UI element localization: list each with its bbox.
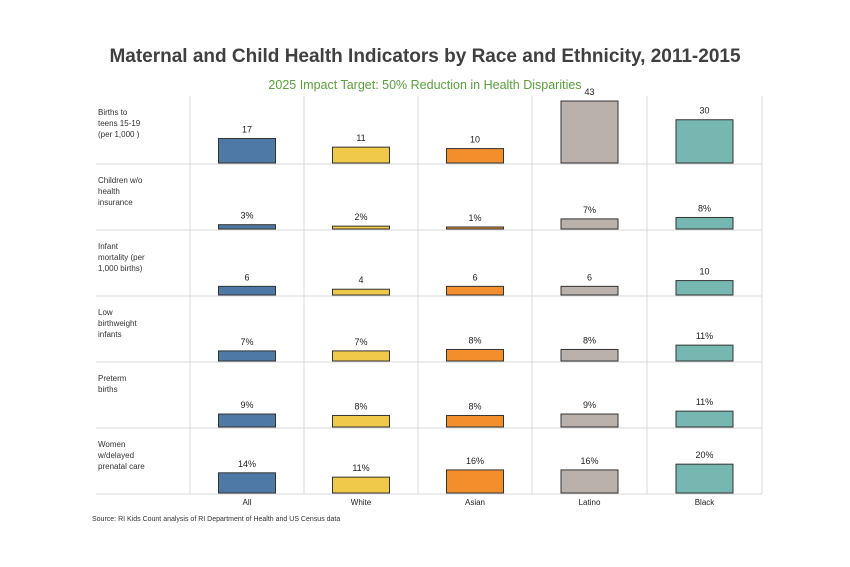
data-label-asian-row-4: 8% bbox=[468, 335, 481, 345]
data-label-asian-row-3: 6 bbox=[472, 272, 477, 282]
data-label-black-row-6: 20% bbox=[695, 450, 713, 460]
bar-asian-row-1 bbox=[446, 148, 504, 164]
bar-black-row-5 bbox=[675, 410, 734, 428]
row-label-2: Children w/o bbox=[98, 176, 143, 185]
bar-asian-row-2 bbox=[446, 226, 504, 230]
data-label-latino-row-1: 43 bbox=[584, 87, 594, 97]
row-label-3: mortality (per bbox=[98, 253, 145, 262]
data-label-latino-row-2: 7% bbox=[583, 205, 596, 215]
data-label-white-row-2: 2% bbox=[354, 212, 367, 222]
bar-latino-row-3 bbox=[560, 285, 619, 296]
bar-black-row-1 bbox=[675, 119, 734, 164]
data-label-white-row-6: 11% bbox=[352, 463, 369, 473]
bar-black-row-2 bbox=[675, 216, 734, 230]
bar-latino-row-5 bbox=[560, 413, 619, 428]
data-label-black-row-4: 11% bbox=[696, 331, 713, 341]
chart-title: Maternal and Child Health Indicators by … bbox=[109, 46, 741, 67]
bar-latino-row-6 bbox=[560, 469, 619, 494]
data-label-all-row-6: 14% bbox=[238, 459, 256, 469]
row-label-5: Preterm bbox=[98, 374, 127, 383]
category-label-white: White bbox=[351, 498, 372, 507]
data-label-white-row-4: 7% bbox=[354, 337, 367, 347]
row-label-3: 1,000 births) bbox=[98, 264, 143, 273]
data-label-all-row-5: 9% bbox=[240, 400, 253, 410]
bar-black-row-6 bbox=[675, 463, 734, 494]
row-label-1: teens 15-19 bbox=[98, 119, 141, 128]
bar-white-row-6 bbox=[332, 476, 390, 494]
bar-white-row-2 bbox=[332, 225, 390, 230]
bar-all-row-2 bbox=[218, 224, 276, 230]
row-label-4: birthweight bbox=[98, 319, 137, 328]
bar-all-row-4 bbox=[218, 350, 276, 362]
data-label-black-row-1: 30 bbox=[699, 106, 709, 116]
bar-all-row-1 bbox=[218, 137, 276, 164]
bar-black-row-3 bbox=[675, 280, 734, 296]
bar-all-row-5 bbox=[218, 413, 276, 428]
bar-latino-row-4 bbox=[560, 348, 619, 362]
bar-latino-row-1 bbox=[560, 100, 619, 164]
data-label-latino-row-6: 16% bbox=[580, 456, 598, 466]
data-label-black-row-3: 10 bbox=[699, 267, 709, 277]
category-label-asian: Asian bbox=[465, 498, 485, 507]
data-label-asian-row-2: 1% bbox=[468, 213, 481, 223]
row-label-4: infants bbox=[98, 330, 122, 339]
data-label-all-row-3: 6 bbox=[244, 272, 249, 282]
bar-all-row-6 bbox=[218, 472, 276, 494]
row-label-2: insurance bbox=[98, 198, 133, 207]
data-label-all-row-4: 7% bbox=[240, 337, 253, 347]
data-label-white-row-1: 11 bbox=[356, 133, 365, 143]
row-label-4: Low bbox=[98, 308, 113, 317]
bar-white-row-1 bbox=[332, 146, 390, 164]
data-label-latino-row-5: 9% bbox=[583, 400, 596, 410]
data-label-asian-row-6: 16% bbox=[466, 456, 484, 466]
bar-black-row-4 bbox=[675, 344, 734, 362]
category-label-latino: Latino bbox=[579, 498, 601, 507]
row-label-1: (per 1,000 ) bbox=[98, 130, 140, 139]
chart-subtitle: 2025 Impact Target: 50% Reduction in Hea… bbox=[268, 78, 582, 92]
row-label-6: prenatal care bbox=[98, 462, 145, 471]
data-label-all-row-1: 17 bbox=[242, 124, 252, 134]
bar-asian-row-3 bbox=[446, 285, 504, 296]
data-label-white-row-5: 8% bbox=[354, 401, 367, 411]
data-label-asian-row-1: 10 bbox=[470, 135, 480, 145]
bar-white-row-3 bbox=[332, 288, 390, 296]
bar-latino-row-2 bbox=[560, 218, 619, 230]
row-label-2: health bbox=[98, 187, 120, 196]
data-label-asian-row-5: 8% bbox=[468, 401, 481, 411]
row-label-1: Births to bbox=[98, 108, 128, 117]
row-label-5: births bbox=[98, 385, 118, 394]
category-label-all: All bbox=[243, 498, 252, 507]
source-note: Source: RI Kids Count analysis of RI Dep… bbox=[92, 516, 341, 523]
data-label-black-row-2: 8% bbox=[698, 203, 711, 213]
bar-all-row-3 bbox=[218, 285, 276, 296]
row-label-6: w/delayed bbox=[97, 451, 134, 460]
row-label-3: Infant bbox=[98, 242, 119, 251]
bar-white-row-5 bbox=[332, 414, 390, 428]
category-label-black: Black bbox=[695, 498, 716, 507]
data-label-black-row-5: 11% bbox=[696, 397, 713, 407]
data-label-latino-row-3: 6 bbox=[587, 272, 592, 282]
bar-asian-row-4 bbox=[446, 348, 504, 362]
data-label-all-row-2: 3% bbox=[240, 211, 253, 221]
bar-white-row-4 bbox=[332, 350, 390, 362]
bar-asian-row-5 bbox=[446, 414, 504, 428]
data-label-latino-row-4: 8% bbox=[583, 335, 596, 345]
bar-asian-row-6 bbox=[446, 469, 504, 494]
data-label-white-row-3: 4 bbox=[358, 275, 363, 285]
row-label-6: Women bbox=[98, 440, 125, 449]
